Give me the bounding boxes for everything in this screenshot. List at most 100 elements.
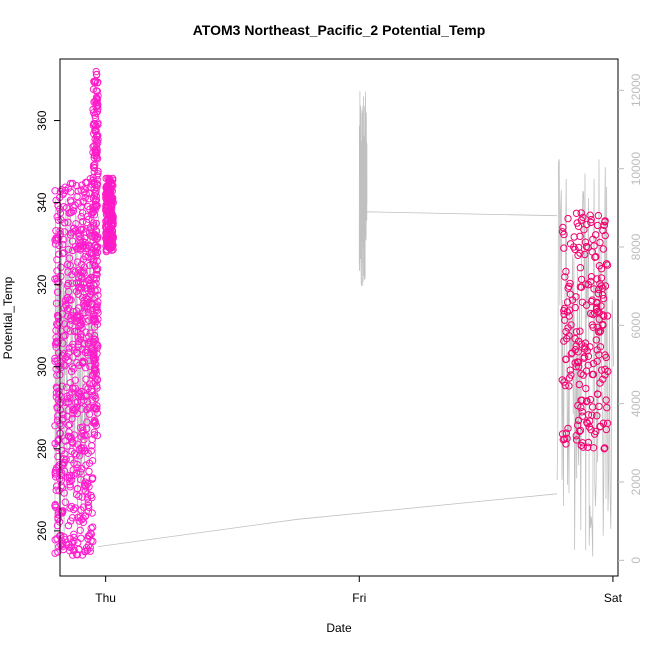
- data-point: [80, 396, 88, 404]
- data-point: [581, 343, 589, 351]
- data-point: [60, 228, 69, 236]
- data-point: [587, 218, 595, 227]
- data-point: [104, 174, 112, 183]
- data-point: [584, 438, 593, 447]
- data-point: [65, 254, 74, 262]
- data-point: [578, 408, 586, 416]
- data-point: [572, 432, 580, 440]
- data-point: [70, 537, 78, 545]
- data-point: [595, 402, 603, 411]
- data-point: [73, 403, 81, 411]
- data-point: [93, 235, 101, 243]
- data-point: [593, 346, 601, 354]
- data-point: [69, 409, 77, 418]
- data-point: [68, 279, 76, 287]
- data-point: [90, 120, 99, 129]
- data-point: [77, 534, 85, 542]
- data-point: [602, 396, 610, 404]
- data-point: [51, 500, 59, 509]
- data-point: [558, 376, 566, 384]
- data-point: [77, 284, 86, 292]
- data-point: [92, 70, 101, 79]
- data-point: [105, 206, 114, 215]
- x-tick-label: Sat: [604, 591, 623, 605]
- data-point: [558, 430, 567, 438]
- data-point: [66, 504, 74, 512]
- data-point: [53, 321, 62, 329]
- data-point: [602, 425, 610, 434]
- data-point: [71, 201, 79, 209]
- data-point: [52, 338, 60, 347]
- data-point: [73, 245, 82, 253]
- data-point: [91, 287, 99, 295]
- data-point: [601, 365, 609, 373]
- data-point: [88, 180, 96, 189]
- data-point: [69, 439, 77, 447]
- data-point: [575, 363, 583, 371]
- data-point: [577, 209, 585, 217]
- data-point: [567, 350, 575, 358]
- data-point: [51, 357, 59, 365]
- data-point: [92, 67, 100, 76]
- data-point: [78, 316, 87, 325]
- data-point: [64, 218, 72, 227]
- data-point: [589, 359, 598, 368]
- data-point: [70, 530, 78, 538]
- data-point: [57, 482, 66, 490]
- data-point: [90, 180, 99, 189]
- data-point: [77, 330, 86, 339]
- y-tick-label: 360: [35, 110, 49, 130]
- data-point: [581, 250, 589, 259]
- data-point: [596, 379, 604, 387]
- data-point: [79, 280, 88, 288]
- data-point: [80, 241, 88, 250]
- data-point: [51, 187, 59, 195]
- data-point: [560, 378, 568, 386]
- line-segment: [358, 91, 368, 286]
- chart-title: ATOM3 Northeast_Pacific_2 Potential_Temp: [193, 22, 486, 38]
- y2-tick-label: 8000: [629, 233, 643, 260]
- data-point: [81, 478, 89, 486]
- data-point: [89, 317, 98, 325]
- data-point: [90, 350, 98, 358]
- data-point: [89, 380, 97, 388]
- data-point: [64, 245, 73, 254]
- data-point: [579, 213, 587, 222]
- data-point: [72, 287, 81, 296]
- data-point: [53, 288, 62, 296]
- data-point: [594, 211, 603, 220]
- data-point: [601, 282, 610, 290]
- data-point: [63, 352, 71, 361]
- data-point: [603, 312, 612, 320]
- data-point: [596, 238, 604, 247]
- data-point: [94, 342, 102, 350]
- data-point: [93, 107, 102, 116]
- data-point: [589, 323, 597, 331]
- data-point: [560, 244, 568, 252]
- data-point: [78, 465, 86, 473]
- data-point: [62, 383, 71, 391]
- data-point: [86, 329, 94, 337]
- data-point: [77, 268, 85, 276]
- data-point: [76, 237, 84, 245]
- data-point: [573, 219, 581, 227]
- data-point: [70, 449, 79, 458]
- data-point: [587, 297, 596, 306]
- data-point: [577, 396, 585, 404]
- data-point: [61, 183, 69, 191]
- data-point: [93, 243, 101, 251]
- data-point: [93, 402, 101, 410]
- data-point: [93, 376, 102, 384]
- data-point: [90, 78, 98, 86]
- data-point: [102, 220, 111, 229]
- data-point: [582, 367, 591, 375]
- data-point: [55, 241, 63, 250]
- data-point: [571, 303, 579, 312]
- data-point: [73, 485, 82, 493]
- data-point: [82, 375, 90, 383]
- data-point: [67, 367, 76, 376]
- data-point: [94, 104, 102, 113]
- data-point: [71, 376, 80, 384]
- data-point: [78, 447, 86, 455]
- data-point: [57, 263, 65, 271]
